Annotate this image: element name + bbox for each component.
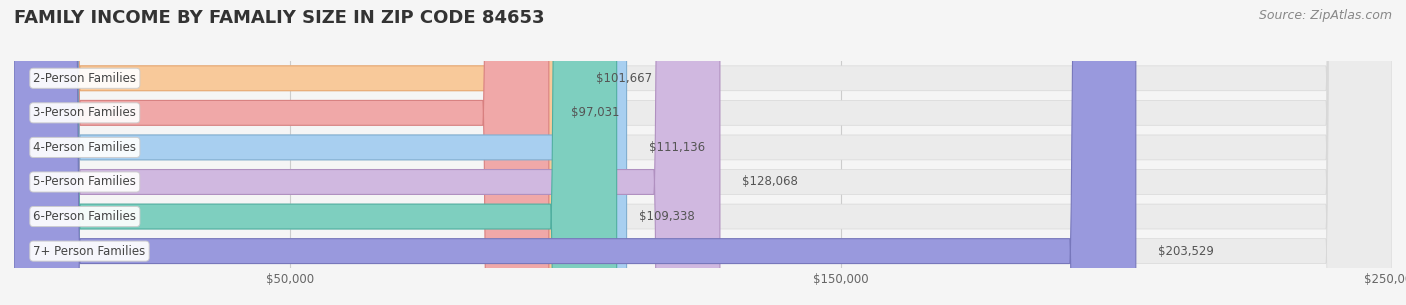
Text: 6-Person Families: 6-Person Families (34, 210, 136, 223)
Text: FAMILY INCOME BY FAMALIY SIZE IN ZIP CODE 84653: FAMILY INCOME BY FAMALIY SIZE IN ZIP COD… (14, 9, 544, 27)
Text: $101,667: $101,667 (596, 72, 652, 85)
FancyBboxPatch shape (14, 0, 1392, 305)
Text: 4-Person Families: 4-Person Families (34, 141, 136, 154)
Text: 5-Person Families: 5-Person Families (34, 175, 136, 188)
FancyBboxPatch shape (14, 0, 1392, 305)
FancyBboxPatch shape (14, 0, 1136, 305)
FancyBboxPatch shape (14, 0, 720, 305)
FancyBboxPatch shape (14, 0, 627, 305)
FancyBboxPatch shape (14, 0, 1392, 305)
FancyBboxPatch shape (14, 0, 1392, 305)
FancyBboxPatch shape (14, 0, 617, 305)
Text: $128,068: $128,068 (742, 175, 797, 188)
FancyBboxPatch shape (14, 0, 1392, 305)
Text: $203,529: $203,529 (1159, 245, 1213, 258)
FancyBboxPatch shape (14, 0, 548, 305)
FancyBboxPatch shape (14, 0, 575, 305)
FancyBboxPatch shape (14, 0, 1392, 305)
Text: $97,031: $97,031 (571, 106, 620, 119)
Text: $109,338: $109,338 (638, 210, 695, 223)
Text: Source: ZipAtlas.com: Source: ZipAtlas.com (1258, 9, 1392, 22)
Text: 2-Person Families: 2-Person Families (34, 72, 136, 85)
Text: 3-Person Families: 3-Person Families (34, 106, 136, 119)
Text: $111,136: $111,136 (648, 141, 704, 154)
Text: 7+ Person Families: 7+ Person Families (34, 245, 146, 258)
